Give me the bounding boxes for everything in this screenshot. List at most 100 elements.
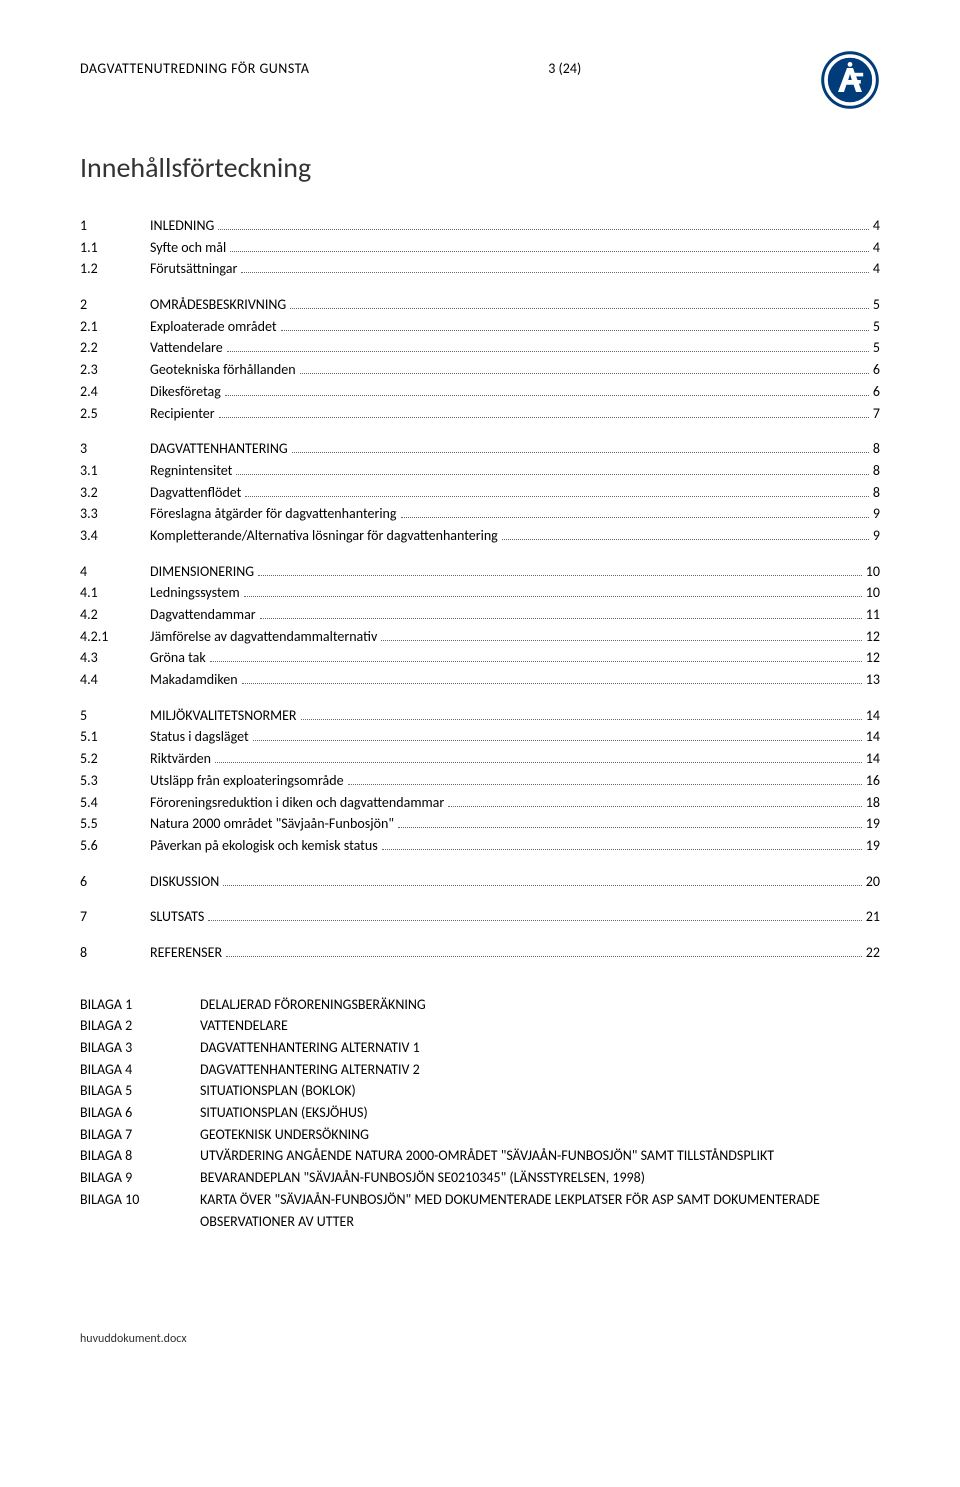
appendix-key: BILAGA 6: [80, 1102, 200, 1124]
toc-dot-leader: [230, 251, 869, 252]
toc-dot-leader: [223, 885, 861, 886]
toc-label: Dagvattendammar: [150, 604, 256, 626]
toc-page-number: 10: [866, 582, 880, 604]
toc-page-number: 19: [866, 813, 880, 835]
toc-page-number: 20: [866, 871, 880, 893]
toc-row: 7SLUTSATS21: [80, 906, 880, 928]
toc-section: 6DISKUSSION20: [80, 871, 880, 893]
toc-section: 2OMRÅDESBESKRIVNING52.1Exploaterade områ…: [80, 294, 880, 424]
toc-number: 5.1: [80, 726, 150, 748]
toc-section: 4DIMENSIONERING104.1Ledningssystem104.2D…: [80, 561, 880, 691]
toc-number: 3.4: [80, 525, 150, 547]
toc-number: 3: [80, 438, 150, 460]
toc-dot-leader: [218, 229, 869, 230]
appendix-row: BILAGA 3DAGVATTENHANTERING ALTERNATIV 1: [80, 1037, 880, 1059]
toc-label: Ledningssystem: [150, 582, 240, 604]
toc-label: Exploaterade området: [150, 316, 277, 338]
toc-section: 7SLUTSATS21: [80, 906, 880, 928]
toc-label: Dagvattenflödet: [150, 482, 241, 504]
toc-page-number: 5: [873, 337, 880, 359]
toc-dot-leader: [241, 272, 869, 273]
toc-dot-leader: [208, 920, 862, 921]
appendix-row: BILAGA 7GEOTEKNISK UNDERSÖKNING: [80, 1124, 880, 1146]
toc-dot-leader: [219, 417, 869, 418]
toc-dot-leader: [300, 373, 869, 374]
toc-dot-leader: [290, 308, 869, 309]
toc-number: 1.1: [80, 237, 150, 259]
toc-page-number: 12: [866, 647, 880, 669]
appendix-key: BILAGA 8: [80, 1145, 200, 1167]
toc-label: REFERENSER: [150, 942, 222, 964]
document-title: DAGVATTENUTREDNING FÖR GUNSTA: [80, 60, 310, 77]
toc-dot-leader: [253, 740, 862, 741]
toc-row: 6DISKUSSION20: [80, 871, 880, 893]
toc-row: 3.4Kompletterande/Alternativa lösningar …: [80, 525, 880, 547]
toc-row: 5MILJÖKVALITETSNORMER14: [80, 705, 880, 727]
toc-page-number: 4: [873, 215, 880, 237]
toc-number: 7: [80, 906, 150, 928]
toc-page-number: 16: [866, 770, 880, 792]
toc-page-number: 8: [873, 482, 880, 504]
toc-row: 1INLEDNING4: [80, 215, 880, 237]
toc-section: 1INLEDNING41.1Syfte och mål41.2Förutsätt…: [80, 215, 880, 280]
toc-label: Utsläpp från exploateringsområde: [150, 770, 344, 792]
toc-dot-leader: [242, 683, 862, 684]
toc-number: 4.4: [80, 669, 150, 691]
toc-row: 5.3Utsläpp från exploateringsområde16: [80, 770, 880, 792]
footer-filename: huvuddokument.docx: [80, 1332, 880, 1346]
appendix-key: BILAGA 5: [80, 1080, 200, 1102]
toc-number: 2.5: [80, 403, 150, 425]
toc-label: Status i dagsläget: [150, 726, 249, 748]
toc-row: 3.2Dagvattenflödet8: [80, 482, 880, 504]
toc-label: Syfte och mål: [150, 237, 226, 259]
toc-page-number: 5: [873, 294, 880, 316]
toc-row: 2.2Vattendelare5: [80, 337, 880, 359]
toc-row: 5.5Natura 2000 området "Sävjaån-Funbosjö…: [80, 813, 880, 835]
toc-number: 4.2.1: [80, 626, 150, 648]
appendix-value: GEOTEKNISK UNDERSÖKNING: [200, 1124, 880, 1146]
toc-page-number: 11: [866, 604, 880, 626]
toc-row: 4.3Gröna tak12: [80, 647, 880, 669]
toc-dot-leader: [301, 719, 862, 720]
toc-dot-leader: [502, 539, 869, 540]
toc-label: Föreslagna åtgärder för dagvattenhanteri…: [150, 503, 397, 525]
toc-label: Regnintensitet: [150, 460, 232, 482]
toc-number: 5.2: [80, 748, 150, 770]
toc-dot-leader: [381, 640, 862, 641]
toc-label: INLEDNING: [150, 215, 214, 237]
toc-row: 5.1Status i dagsläget 14: [80, 726, 880, 748]
appendix-value: KARTA ÖVER "SÄVJAÅN-FUNBOSJÖN" MED DOKUM…: [200, 1189, 880, 1232]
toc-page-number: 10: [866, 561, 880, 583]
toc-title: Innehållsförteckning: [80, 150, 880, 185]
table-of-contents: 1INLEDNING41.1Syfte och mål41.2Förutsätt…: [80, 215, 880, 964]
toc-row: 4.1Ledningssystem10: [80, 582, 880, 604]
toc-page-number: 14: [866, 705, 880, 727]
toc-label: Kompletterande/Alternativa lösningar för…: [150, 525, 498, 547]
toc-number: 4: [80, 561, 150, 583]
appendix-row: BILAGA 2VATTENDELARE: [80, 1015, 880, 1037]
appendix-row: BILAGA 4DAGVATTENHANTERING ALTERNATIV 2: [80, 1059, 880, 1081]
appendix-row: BILAGA 10KARTA ÖVER "SÄVJAÅN-FUNBOSJÖN" …: [80, 1189, 880, 1232]
toc-row: 1.1Syfte och mål4: [80, 237, 880, 259]
toc-row: 3.1Regnintensitet8: [80, 460, 880, 482]
toc-label: Jämförelse av dagvattendammalternativ: [150, 626, 377, 648]
appendix-row: BILAGA 9BEVARANDEPLAN "SÄVJAÅN-FUNBOSJÖN…: [80, 1167, 880, 1189]
toc-dot-leader: [215, 762, 862, 763]
toc-label: DISKUSSION: [150, 871, 219, 893]
toc-number: 4.3: [80, 647, 150, 669]
toc-number: 1.2: [80, 258, 150, 280]
toc-label: MILJÖKVALITETSNORMER: [150, 705, 297, 727]
toc-number: 5.6: [80, 835, 150, 857]
toc-row: 4.4Makadamdiken13: [80, 669, 880, 691]
appendix-key: BILAGA 2: [80, 1015, 200, 1037]
toc-page-number: 14: [866, 726, 880, 748]
toc-section: 3DAGVATTENHANTERING 83.1Regnintensitet8 3.…: [80, 438, 880, 546]
toc-page-number: 6: [873, 381, 880, 403]
toc-dot-leader: [227, 351, 869, 352]
toc-page-number: 19: [866, 835, 880, 857]
toc-page-number: 21: [866, 906, 880, 928]
toc-label: DAGVATTENHANTERING: [150, 438, 288, 460]
af-logo-icon: [820, 50, 880, 110]
appendix-row: BILAGA 1DELALJERAD FÖRORENINGSBERÄKNING: [80, 994, 880, 1016]
toc-number: 8: [80, 942, 150, 964]
